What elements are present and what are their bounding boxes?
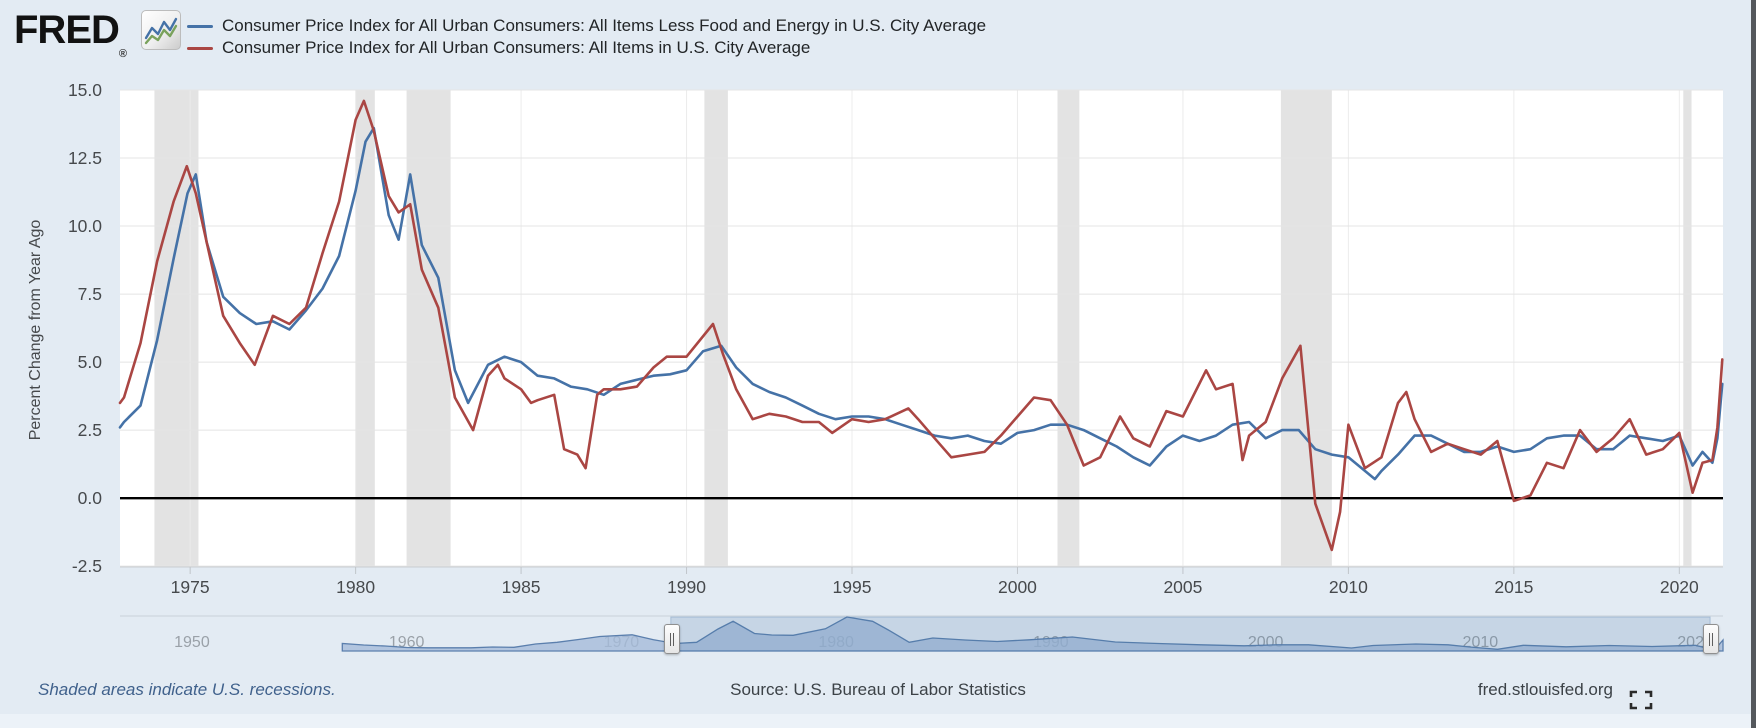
source-attribution: Source: U.S. Bureau of Labor Statistics xyxy=(730,680,1026,699)
recession-band xyxy=(1280,90,1332,567)
registered-trademark-symbol: ® xyxy=(118,48,127,60)
fred-logo: FRED® xyxy=(14,8,127,60)
y-tick-label: 5.0 xyxy=(78,352,103,372)
fred-site-link[interactable]: fred.stlouisfed.org xyxy=(1477,680,1613,699)
y-tick-label: 7.5 xyxy=(78,284,102,304)
x-tick-label: 1995 xyxy=(833,577,872,597)
bottom-margin-strip xyxy=(0,714,1751,728)
x-tick-label: 1985 xyxy=(502,577,541,597)
navigator-selected-range[interactable] xyxy=(670,616,1711,652)
y-tick-label: 2.5 xyxy=(78,420,102,440)
y-tick-label: -2.5 xyxy=(72,556,102,576)
navigator-left-handle[interactable] xyxy=(664,624,680,654)
fred-logo-text: FRED xyxy=(14,8,120,52)
x-tick-label: 2010 xyxy=(1329,577,1368,597)
x-tick-label: 1990 xyxy=(667,577,706,597)
x-tick-label: 2020 xyxy=(1660,577,1699,597)
x-tick-label: 2005 xyxy=(1163,577,1202,597)
legend-line-marker-blue xyxy=(187,24,213,28)
recession-band xyxy=(1683,90,1692,567)
y-tick-label: 0.0 xyxy=(78,488,103,508)
recession-band xyxy=(704,90,728,567)
x-tick-label: 1975 xyxy=(171,577,210,597)
fullscreen-button[interactable] xyxy=(1628,690,1654,712)
plot-background xyxy=(120,90,1723,567)
recession-band xyxy=(355,90,375,567)
series-line-all-items-cpi[interactable] xyxy=(118,99,1724,552)
navigator-area-series xyxy=(341,616,1724,652)
navigator-right-handle[interactable] xyxy=(1703,624,1719,654)
legend-label-core-cpi: Consumer Price Index for All Urban Consu… xyxy=(222,16,987,35)
legend-item-core-cpi[interactable]: Consumer Price Index for All Urban Consu… xyxy=(187,15,986,37)
y-tick-label: 15.0 xyxy=(68,80,102,100)
x-tick-label: 2000 xyxy=(998,577,1037,597)
chart-legend: Consumer Price Index for All Urban Consu… xyxy=(187,15,986,59)
legend-line-marker-red xyxy=(187,46,213,50)
series-line-core-cpi[interactable] xyxy=(118,126,1724,481)
recession-band xyxy=(154,90,199,567)
y-tick-label: 12.5 xyxy=(68,148,102,168)
x-tick-label: 2015 xyxy=(1494,577,1533,597)
legend-item-all-items-cpi[interactable]: Consumer Price Index for All Urban Consu… xyxy=(187,37,986,59)
navigator-decade-label: 1950 xyxy=(174,634,210,651)
recession-note: Shaded areas indicate U.S. recessions. xyxy=(38,680,336,699)
recession-band xyxy=(1057,90,1080,567)
recession-band xyxy=(406,90,451,567)
x-tick-label: 1980 xyxy=(336,577,375,597)
fred-sparkline-icon xyxy=(141,10,181,50)
y-tick-label: 10.0 xyxy=(68,216,102,236)
window-scrollbar[interactable] xyxy=(1751,0,1756,728)
legend-label-all-items-cpi: Consumer Price Index for All Urban Consu… xyxy=(222,38,811,57)
